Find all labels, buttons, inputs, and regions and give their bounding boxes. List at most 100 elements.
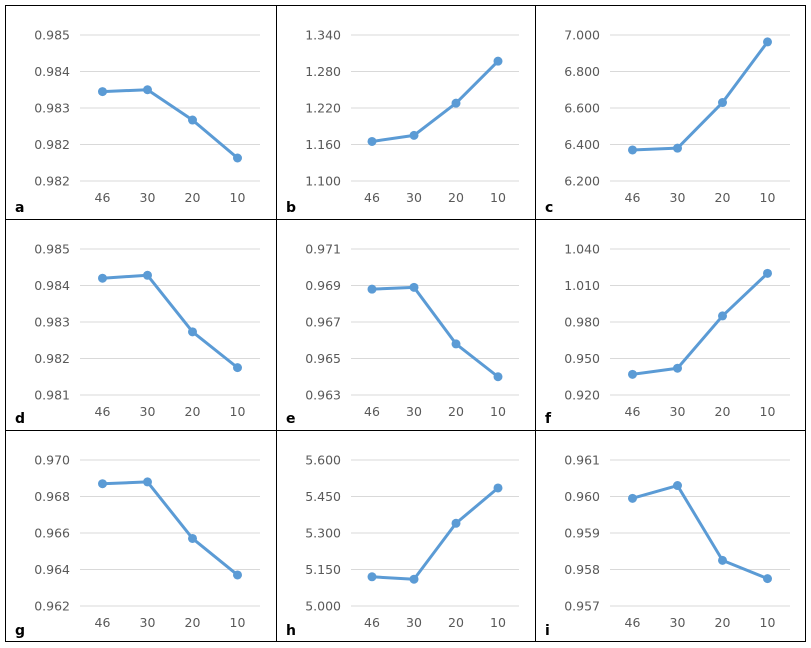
x-tick-label: 30 bbox=[670, 190, 686, 205]
series-line bbox=[101, 273, 239, 370]
data-point bbox=[673, 363, 682, 373]
y-tick-label: 0.985 bbox=[34, 28, 70, 43]
data-point bbox=[98, 273, 107, 283]
data-point bbox=[233, 570, 242, 580]
panel-label: f bbox=[545, 411, 552, 427]
y-tick-label: 0.981 bbox=[34, 388, 70, 403]
y-tick-label: 1.010 bbox=[564, 278, 600, 293]
y-tick-label: 0.950 bbox=[564, 351, 600, 366]
y-tick-label: 1.040 bbox=[564, 242, 600, 257]
x-tick-label: 10 bbox=[490, 404, 506, 419]
data-point bbox=[493, 372, 503, 382]
x-tick-label: 10 bbox=[760, 615, 776, 630]
x-tick-label: 30 bbox=[406, 190, 422, 205]
y-tick-label: 7.000 bbox=[564, 28, 600, 43]
x-tick-label: 10 bbox=[230, 404, 246, 419]
x-tick-label: 46 bbox=[364, 404, 380, 419]
x-tick-label: 46 bbox=[95, 190, 111, 205]
data-point bbox=[718, 311, 727, 321]
y-tick-label: 0.970 bbox=[34, 453, 70, 468]
x-tick-label: 20 bbox=[185, 190, 201, 205]
y-tick-label: 0.984 bbox=[34, 278, 70, 293]
data-point bbox=[718, 98, 727, 108]
x-tick-label: 20 bbox=[448, 190, 464, 205]
y-tick-label: 6.600 bbox=[564, 101, 600, 116]
y-tick-label: 0.963 bbox=[305, 388, 341, 403]
chart-panel-d: 0.981 0.982 0.983 0.984 0.985 46 30 20 10 d bbox=[15, 242, 260, 427]
data-point bbox=[763, 574, 772, 584]
series-line bbox=[631, 484, 769, 581]
y-tick-label: 0.962 bbox=[34, 599, 70, 614]
data-point bbox=[763, 268, 772, 278]
y-tick-label: 5.300 bbox=[305, 526, 341, 541]
outer-border bbox=[5, 5, 806, 642]
y-tick-label: 6.400 bbox=[564, 137, 600, 152]
x-tick-label: 46 bbox=[95, 404, 111, 419]
y-tick-label: 1.160 bbox=[305, 137, 341, 152]
data-point bbox=[233, 363, 242, 373]
x-tick-label: 30 bbox=[670, 404, 686, 419]
panel-label: a bbox=[15, 200, 24, 216]
y-tick-label: 6.200 bbox=[564, 174, 600, 189]
panel-label: h bbox=[286, 623, 296, 639]
y-tick-label: 0.959 bbox=[564, 526, 600, 541]
y-tick-label: 1.280 bbox=[305, 64, 341, 79]
y-tick-label: 0.965 bbox=[305, 351, 341, 366]
series-line bbox=[631, 40, 769, 152]
chart-panel-c: 6.200 6.400 6.600 6.800 7.000 46 30 20 10 c bbox=[545, 28, 790, 216]
y-tick-label: 0.971 bbox=[305, 242, 341, 257]
panel-label: c bbox=[545, 200, 553, 216]
y-tick-label: 1.220 bbox=[305, 101, 341, 116]
series-line bbox=[101, 480, 239, 577]
chart-panel-g: 0.962 0.964 0.966 0.968 0.970 46 30 20 10 g bbox=[15, 453, 260, 639]
y-tick-label: 0.984 bbox=[34, 64, 70, 79]
data-point bbox=[673, 143, 682, 153]
y-tick-label: 0.983 bbox=[34, 101, 70, 116]
data-point bbox=[233, 153, 242, 163]
series-line bbox=[370, 285, 500, 379]
data-point bbox=[409, 574, 419, 584]
x-tick-label: 20 bbox=[185, 615, 201, 630]
y-tick-label: 6.800 bbox=[564, 64, 600, 79]
chart-panel-e: 0.963 0.965 0.967 0.969 0.971 46 30 20 10 e bbox=[286, 242, 519, 427]
data-point bbox=[143, 270, 152, 280]
chart-panel-f: 0.920 0.950 0.980 1.010 1.040 46 30 20 10 f bbox=[545, 242, 790, 427]
x-tick-label: 20 bbox=[185, 404, 201, 419]
y-tick-label: 5.150 bbox=[305, 562, 341, 577]
x-tick-label: 10 bbox=[230, 190, 246, 205]
x-tick-label: 10 bbox=[230, 615, 246, 630]
data-point bbox=[367, 136, 377, 146]
y-tick-label: 5.000 bbox=[305, 599, 341, 614]
y-tick-label: 1.100 bbox=[305, 174, 341, 189]
x-tick-label: 20 bbox=[715, 190, 731, 205]
data-point bbox=[718, 555, 727, 565]
y-tick-label: 0.960 bbox=[564, 489, 600, 504]
y-tick-label: 0.982 bbox=[34, 174, 70, 189]
y-tick-label: 0.957 bbox=[564, 599, 600, 614]
x-tick-label: 30 bbox=[140, 190, 156, 205]
x-tick-label: 10 bbox=[760, 404, 776, 419]
y-tick-label: 1.340 bbox=[305, 28, 341, 43]
chart-panel-h: 5.000 5.150 5.300 5.450 5.600 46 30 20 10 h bbox=[286, 453, 519, 639]
y-tick-label: 0.958 bbox=[564, 562, 600, 577]
y-tick-label: 5.450 bbox=[305, 489, 341, 504]
y-tick-label: 0.982 bbox=[34, 351, 70, 366]
data-point bbox=[673, 481, 682, 491]
y-tick-label: 5.600 bbox=[305, 453, 341, 468]
y-tick-label: 0.969 bbox=[305, 278, 341, 293]
x-tick-label: 30 bbox=[406, 404, 422, 419]
y-tick-label: 0.964 bbox=[34, 562, 70, 577]
y-tick-label: 0.920 bbox=[564, 388, 600, 403]
x-tick-label: 20 bbox=[715, 615, 731, 630]
data-point bbox=[409, 130, 419, 140]
panel-label: i bbox=[545, 623, 550, 639]
y-tick-label: 0.985 bbox=[34, 242, 70, 257]
data-point bbox=[409, 282, 419, 292]
x-tick-label: 20 bbox=[448, 404, 464, 419]
y-tick-label: 0.968 bbox=[34, 489, 70, 504]
x-tick-label: 46 bbox=[364, 615, 380, 630]
y-tick-label: 0.983 bbox=[34, 315, 70, 330]
y-tick-label: 0.966 bbox=[34, 526, 70, 541]
data-point bbox=[143, 85, 152, 95]
data-point bbox=[451, 518, 461, 528]
